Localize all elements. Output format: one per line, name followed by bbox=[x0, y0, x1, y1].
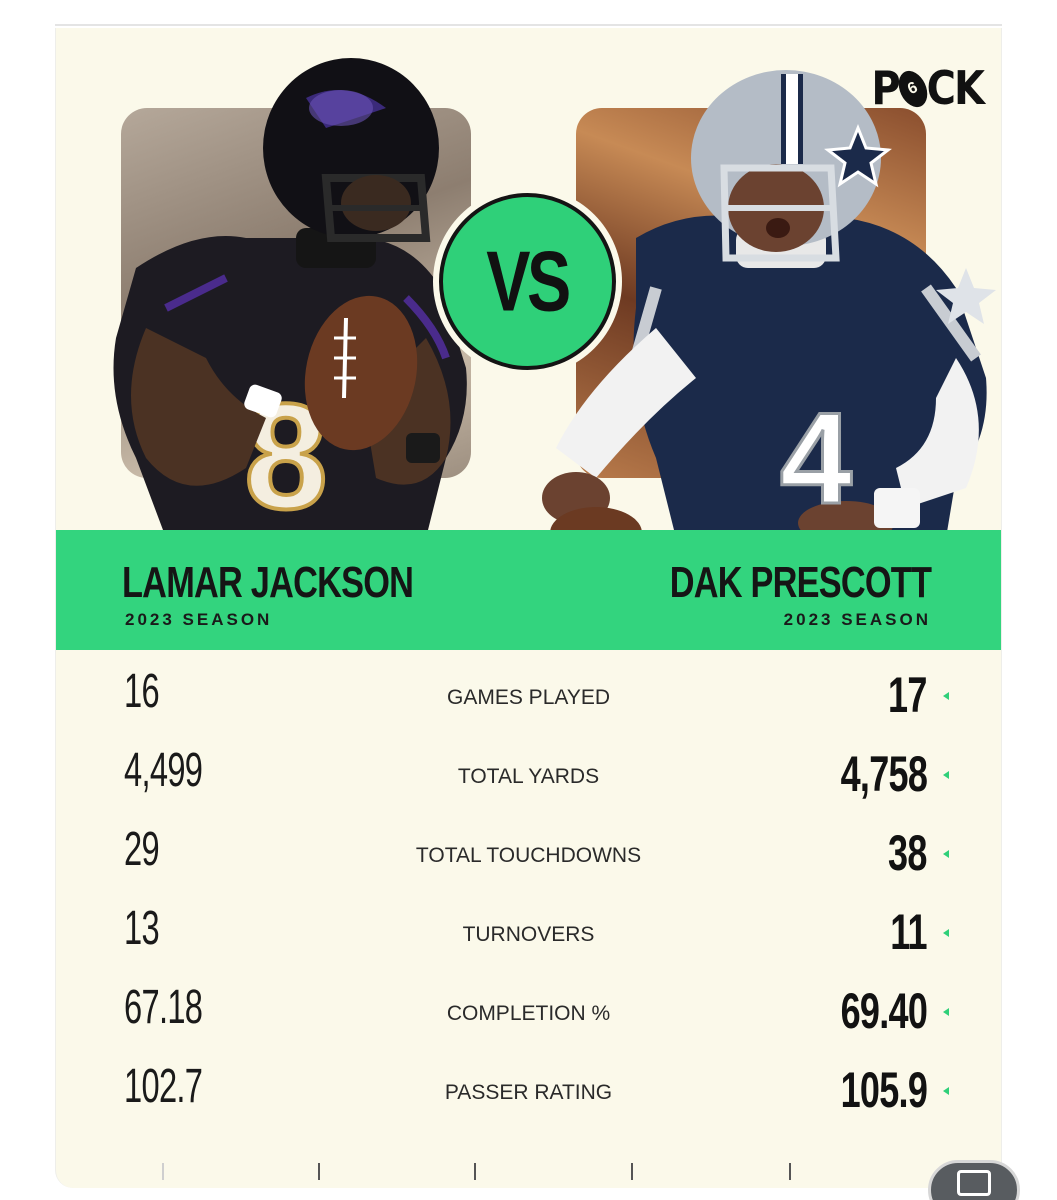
pick6-logo: P 6 CK bbox=[871, 62, 985, 116]
tick-mark bbox=[162, 1163, 164, 1180]
stat-label: COMPLETION % bbox=[446, 1002, 611, 1025]
tick-mark bbox=[474, 1163, 476, 1180]
leader-arrow-icon bbox=[943, 929, 949, 937]
right-stat-value: 69.40 bbox=[840, 983, 928, 1039]
vs-label: VS bbox=[486, 232, 572, 330]
player-name-bar: LAMAR JACKSON 2023 SEASON DAK PRESCOTT 2… bbox=[56, 530, 1001, 650]
stat-row-passer-rating: 102.7 PASSER RATING 105.9 bbox=[56, 1053, 1001, 1132]
left-stat-value: 4,499 bbox=[124, 744, 203, 797]
stats-table: 16 GAMES PLAYED 17 4,499 TOTAL YARDS 4,7… bbox=[56, 658, 1001, 1132]
lamar-jackson-photo: 8 bbox=[113, 58, 467, 538]
stat-label: TOTAL TOUCHDOWNS bbox=[415, 844, 642, 867]
jersey-number-right: 4 bbox=[780, 385, 852, 531]
divider bbox=[55, 24, 1002, 26]
dak-prescott-photo: 4 bbox=[542, 70, 996, 538]
stat-row-total-touchdowns: 29 TOTAL TOUCHDOWNS 38 bbox=[56, 816, 1001, 895]
left-stat-value: 102.7 bbox=[124, 1060, 203, 1113]
stat-row-completion-pct: 67.18 COMPLETION % 69.40 bbox=[56, 974, 1001, 1053]
vs-badge: VS bbox=[439, 193, 616, 370]
tick-mark bbox=[789, 1163, 791, 1180]
tick-mark bbox=[631, 1163, 633, 1180]
scan-image-button[interactable] bbox=[928, 1160, 1020, 1200]
stat-row-total-yards: 4,499 TOTAL YARDS 4,758 bbox=[56, 737, 1001, 816]
right-stat-value: 38 bbox=[888, 825, 927, 881]
stat-label: GAMES PLAYED bbox=[447, 686, 610, 709]
right-player-season: 2023 SEASON bbox=[783, 610, 931, 629]
cowboys-player-figure: 4 bbox=[542, 70, 996, 538]
left-player-season: 2023 SEASON bbox=[125, 610, 273, 629]
stat-row-games-played: 16 GAMES PLAYED 17 bbox=[56, 658, 1001, 737]
right-stat-value: 105.9 bbox=[840, 1062, 928, 1118]
left-stat-value: 16 bbox=[124, 665, 160, 718]
stat-row-turnovers: 13 TURNOVERS 11 bbox=[56, 895, 1001, 974]
left-stat-value: 13 bbox=[124, 902, 160, 955]
logo-text-start: P bbox=[871, 62, 900, 116]
tick-mark bbox=[318, 1163, 320, 1180]
right-stat-value: 4,758 bbox=[840, 746, 928, 802]
left-stat-value: 29 bbox=[124, 823, 160, 876]
stat-label: TOTAL YARDS bbox=[457, 765, 600, 788]
stat-label: PASSER RATING bbox=[444, 1081, 613, 1104]
right-stat-value: 17 bbox=[888, 667, 927, 723]
leader-arrow-icon bbox=[943, 771, 949, 779]
left-stat-value: 67.18 bbox=[124, 981, 203, 1034]
leader-arrow-icon bbox=[943, 850, 949, 858]
comparison-graphic[interactable]: P 6 CK 8 bbox=[55, 28, 1002, 1188]
right-stat-value: 11 bbox=[890, 904, 927, 960]
left-player-name: LAMAR JACKSON bbox=[122, 558, 414, 607]
leader-arrow-icon bbox=[943, 692, 949, 700]
logo-text-end: CK bbox=[926, 62, 985, 116]
scroll-indicator-ticks bbox=[0, 1163, 1057, 1183]
scan-icon bbox=[957, 1170, 991, 1196]
leader-arrow-icon bbox=[943, 1087, 949, 1095]
jersey-number: 8 bbox=[244, 372, 327, 538]
right-player-name: DAK PRESCOTT bbox=[669, 558, 932, 607]
leader-arrow-icon bbox=[943, 1008, 949, 1016]
stat-label: TURNOVERS bbox=[462, 923, 595, 946]
ravens-player-figure: 8 bbox=[113, 58, 467, 538]
